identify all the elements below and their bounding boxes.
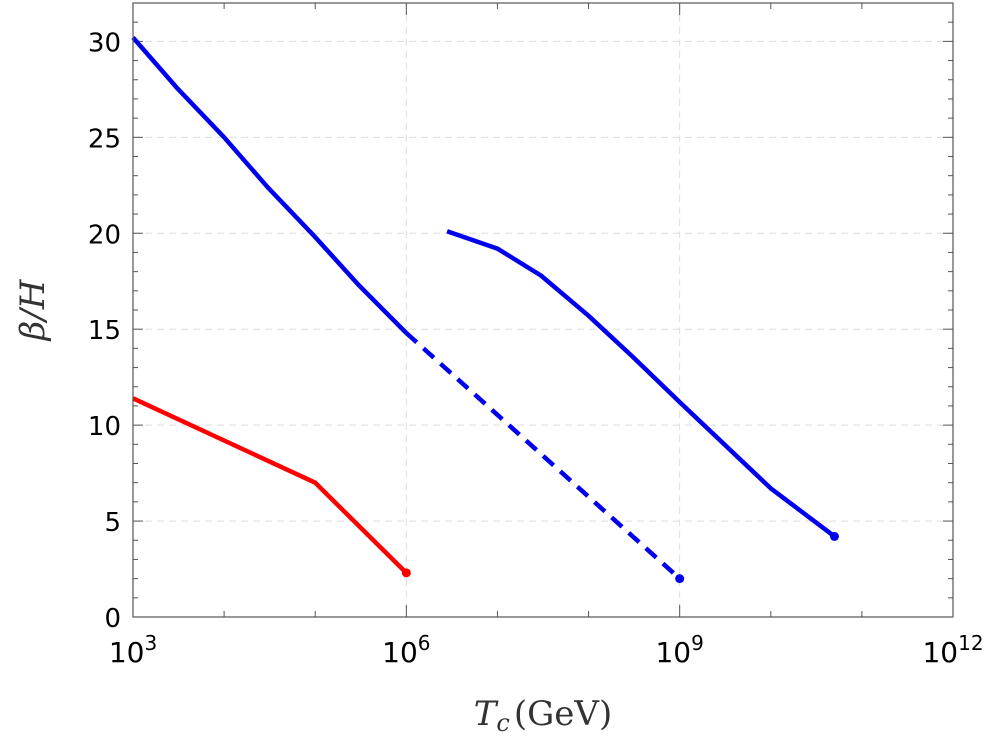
y-axis-label: β/H: [13, 278, 53, 342]
y-tick-label: 15: [88, 316, 121, 346]
x-tick-label: 103: [109, 631, 157, 669]
series-layer: [131, 36, 839, 584]
x-axis-label-main: T: [474, 694, 499, 734]
x-tick-label: 1012: [922, 631, 983, 669]
series-line-1: [132, 396, 408, 575]
y-tick-label: 5: [104, 508, 121, 538]
x-tick-exponent: 12: [958, 631, 983, 655]
y-axis-label-rest: /H: [13, 278, 53, 323]
y-tick-label: 25: [88, 124, 121, 154]
x-tick-base: 10: [655, 636, 691, 669]
x-tick-labels: 103 106 109 1012: [109, 631, 984, 669]
series-endpoint-4: [829, 531, 839, 541]
x-tick-label: 109: [655, 631, 703, 669]
x-axis-label-sub: c: [496, 709, 509, 737]
x-tick-label: 106: [382, 631, 430, 669]
y-tick-label: 0: [104, 604, 121, 634]
y-tick-labels: 0 5 10 15 20 25 30: [88, 28, 121, 634]
x-tick-base: 10: [109, 636, 145, 669]
x-tick-base: 10: [922, 636, 958, 669]
x-tick-base: 10: [382, 636, 418, 669]
y-tick-label: 10: [88, 412, 121, 442]
series-line-3: [404, 331, 682, 581]
series-endpoint-3: [675, 574, 685, 584]
y-tick-label: 30: [88, 28, 121, 58]
x-axis-label-unit: (GeV): [514, 694, 612, 734]
series-endpoint-1: [401, 568, 411, 578]
x-tick-exponent: 9: [691, 631, 704, 655]
x-axis-label: Tc (GeV): [474, 694, 613, 737]
x-tick-exponent: 6: [418, 631, 431, 655]
series-line-4: [446, 229, 836, 539]
y-tick-label: 20: [88, 220, 121, 250]
series-line-2: [131, 36, 408, 335]
plot-frame: [132, 2, 954, 618]
grid: [133, 3, 953, 617]
y-axis-label-main: β: [13, 321, 53, 343]
x-tick-exponent: 3: [144, 631, 157, 655]
